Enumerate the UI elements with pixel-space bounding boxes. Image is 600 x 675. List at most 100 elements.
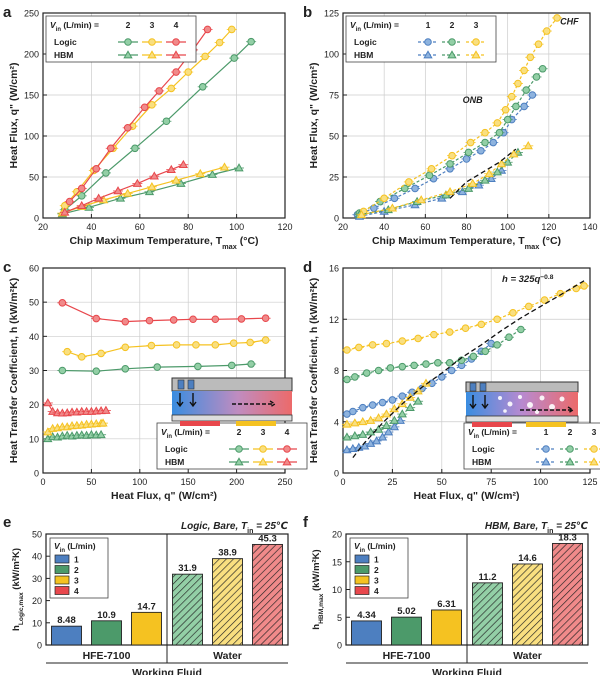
panel-b-xtick-label: 60 [420,222,430,232]
panel-b-series-hbm-2-line [359,151,519,216]
panel-e-legend-swatch [54,575,70,585]
panel-b-series-logic-2-point [464,148,473,157]
panel-c-series-logic-3-point [192,341,200,349]
panel-d-series-logic-3-point [382,339,391,348]
panel-a-series-hbm-3-point [219,162,230,171]
panel-d-series-hbm-3-point [381,409,392,418]
panel-a-xtick-label: 20 [38,222,48,232]
panel-a-xtick-label: 40 [86,222,96,232]
panel-d-legend-swatch-marker [541,457,551,466]
panel-c-series-logic-2-point [58,366,67,375]
panel-d-series-hbm-2-point [389,415,400,424]
panel-d-ytick-label: 8 [334,366,339,376]
panel-b-series-logic-2-point [400,184,409,193]
panel-a-series-hbm-4-point [113,186,123,195]
panel-d-legend-flow-label: 1 [544,427,549,437]
panel-letter-b: b [303,4,312,21]
panel-a-series-logic-2-point [198,83,207,91]
panel-d-legend: Vin (L/min) = 1 2 3 Logic HBM [463,422,600,470]
panel-b-series-logic-3-point [553,14,561,22]
panel-a-series-logic-4-point [123,124,132,132]
panel-d-series-hbm-2-point [366,427,376,436]
panel-d-series-hbm-2-point [358,429,368,438]
panel-b-annotation-onb: ONB [463,95,484,105]
panel-a-series-logic-4-point [65,197,74,206]
panel-d-ylabel: Heat Transfer Coefficient, h (kW/m²K) [308,278,320,464]
panel-d-series-logic-2-line [346,328,522,381]
panel-d-xtick-label: 50 [437,477,447,487]
panel-b-series-hbm-3-point [468,178,478,187]
panel-b-xtick-label: 100 [500,222,515,232]
panel-d-series-hbm-2-point [405,402,415,412]
panel-c-series-logic-3-point [246,338,254,347]
panel-a-series-hbm-2-point [144,186,155,196]
panel-d-series-hbm-3-point [342,419,352,428]
panel-e-legend-flow-label: 1 [74,555,79,565]
panel-b-series-logic-3-point [501,105,510,114]
panel-b-series-logic-3-point [448,151,456,160]
panel-b-series-hbm-3-point [496,159,507,168]
panel-b-legend-box [345,15,497,63]
panel-d-series-logic-3-point [580,282,588,290]
panel-d-legend-swatch-marker [589,457,599,466]
panel-a-series-logic-3-point [148,101,156,109]
panel-f-legend-flow-label: 2 [374,565,379,575]
panel-a-legend-title: Vin (L/min) = [50,20,99,33]
panel-d-xtick-label: 125 [582,477,597,487]
panel-a-ytick-label: 100 [24,132,39,142]
panel-b-series-logic-1-point [370,204,378,212]
panel-f-bar-water-4 [552,542,583,646]
panel-b-xtick-label: 120 [541,222,556,232]
panel-b-legend-swatch-marker [424,38,432,46]
panel-a-series-logic-4-point [172,68,180,76]
panel-a-series-hbm-3-point [123,188,133,197]
panel-c-legend-swatch-marker [234,457,244,466]
panel-b-frame [342,12,591,219]
panel-a-legend-box [45,15,197,63]
panel-b-legend-flow-label: 3 [474,20,479,30]
panel-f-ylabel: hHBM,max (kW/m²K) [311,549,325,629]
panel-c-series-logic-2-point [227,361,236,370]
panel-e-bar-water-2 [172,573,203,646]
panel-d-series-hbm-3-point [350,418,360,427]
panel-b-series-hbm-2-point [480,175,490,184]
panel-e-ytick-label: 10 [32,618,42,628]
panel-b-xtick-label: 40 [379,222,389,232]
panel-c-series-logic-3-point [97,349,105,358]
panel-letter-f: f [303,514,309,531]
panel-e-ytick-label: 30 [32,574,42,584]
panel-b-series-logic-2-point [512,102,520,111]
panel-letter-d: d [303,259,312,276]
panel-f-bar-value-label: 6.31 [437,599,456,610]
panel-b-ytick-label: 25 [329,173,339,183]
panel-e-bar-value-label: 38.9 [218,548,237,559]
panel-a-series-logic-4-point [77,184,86,193]
panel-c-series-hbm-4-point [101,405,111,414]
panel-c-series-logic-4-point [145,316,154,325]
panel-b-series-logic-2-point [495,128,504,137]
panel-d-series-hbm-2-point [373,424,384,433]
panel-a-xtick-label: 60 [135,222,145,232]
panel-c-series-logic-3-point [229,339,238,347]
panel-e-bar-value-label: 10.9 [97,610,116,621]
panel-e-xlabel: Working Fluid [132,667,202,675]
panel-b-series-hbm-2-point [492,167,503,176]
panel-d-series-logic-2-point [386,364,395,372]
panel-f-chart: 0 5 10 15 20 4.34 5.02 6.31 HFE-7100 11.2 14.6 18.3… [311,521,589,675]
panel-c-series-logic-2-point [121,364,130,373]
panel-c-xtick-label: 50 [86,477,96,487]
panel-a-series-logic-4-point [92,165,101,173]
panel-d-series-logic-3-point [445,328,454,336]
panel-b-series-logic-3-point [405,178,413,186]
panel-a-legend-swatch-marker [123,50,133,59]
panel-c-ytick-label: 20 [29,400,39,410]
panel-c-ytick-label: 30 [29,366,39,376]
panel-e-ylabel: hLogic,max (kW/m²K) [11,548,25,631]
panel-a-series-hbm-4-point [93,193,104,202]
panel-f-title: HBM, Bare, Tin = 25℃ [485,521,589,535]
panel-a-legend-swatch-marker [124,38,132,46]
panel-b-series-logic-2-point [481,138,489,147]
panel-f-bar-water-3 [512,563,543,646]
panel-d-series-logic-3-point [368,341,377,349]
